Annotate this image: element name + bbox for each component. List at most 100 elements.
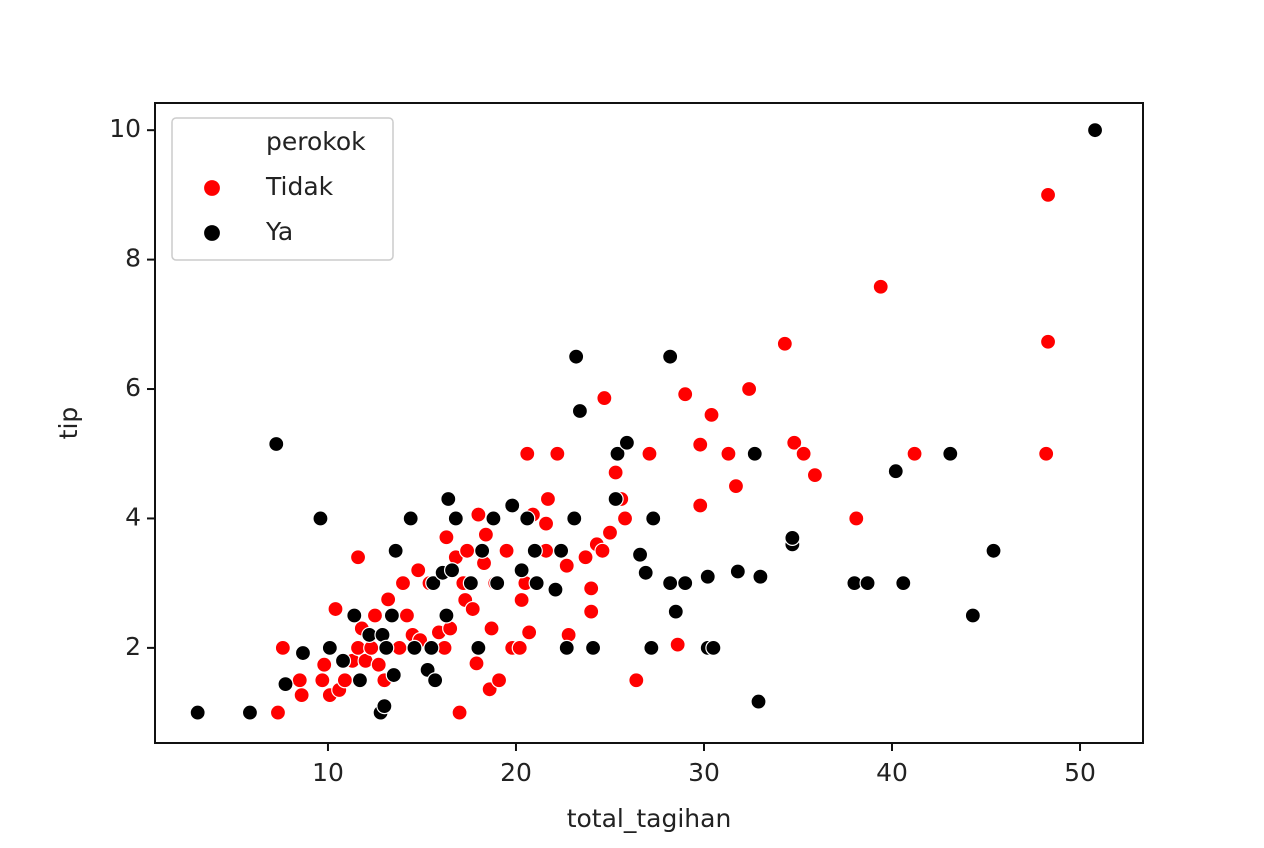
point [241,704,259,721]
point [859,575,876,592]
point [378,639,395,656]
point [291,672,308,689]
point [677,386,694,403]
point [528,575,545,592]
legend-box [171,117,394,261]
point [477,526,495,543]
point [609,445,626,462]
point [321,639,338,656]
point [848,510,865,527]
point [334,652,352,669]
point [594,542,611,559]
point [637,564,654,581]
point [402,510,419,527]
point [539,490,557,508]
point [490,672,508,689]
y-axis-label: tip [54,407,83,440]
point [519,445,536,462]
point [385,666,402,684]
point [406,639,423,656]
point [596,389,613,407]
point [568,348,585,365]
point [349,549,367,566]
point [607,490,624,508]
point [489,575,506,592]
point [470,639,487,656]
point [645,510,662,527]
point [643,639,660,656]
point [511,639,528,656]
y-tick-label: 8 [125,244,141,273]
point [558,639,575,656]
point [571,402,589,420]
point [601,524,619,541]
y-tick-label: 4 [125,502,141,531]
point [410,562,427,579]
point [641,445,658,462]
point [498,542,515,559]
point [699,568,716,585]
point [383,607,400,624]
point [458,542,476,559]
point [312,510,329,527]
point [872,278,889,295]
legend-label: Ya [265,217,293,246]
point [316,656,333,673]
point [370,656,387,673]
point [427,672,444,689]
point [537,515,555,532]
point [387,542,404,559]
point [667,603,684,620]
legend-marker [202,178,222,198]
axes-frame [154,102,1144,744]
x-tick-label: 40 [876,758,908,787]
point [985,542,1002,559]
point [547,581,564,598]
point [662,575,679,592]
point [485,510,502,527]
y-tick-label: 2 [125,632,141,661]
point [513,562,530,579]
point [887,463,904,480]
point [346,607,363,624]
point [519,510,536,527]
point [351,672,369,689]
point [513,591,530,609]
point [752,568,769,585]
point [964,607,981,624]
point [727,477,745,495]
point [314,672,331,689]
point [277,676,294,693]
point [440,490,457,508]
point [521,624,538,641]
plot-area [189,122,1104,721]
x-tick-label: 50 [1064,758,1096,787]
point [483,620,500,637]
point [504,497,521,514]
point [425,575,442,592]
point [553,542,570,559]
point [470,506,487,523]
legend: perokok Tidak Ya [171,117,394,261]
point [741,380,758,398]
point [464,600,481,618]
point [776,335,793,352]
point [669,636,686,653]
point [366,607,384,624]
point [526,542,543,559]
point [558,557,575,574]
point [786,434,803,451]
point [474,542,491,559]
point [376,698,393,715]
point [750,693,767,710]
point [583,580,600,597]
point [784,529,801,546]
point [942,445,959,462]
point [895,575,912,592]
point [398,607,416,624]
point [703,406,720,424]
point [584,639,602,656]
point [447,510,464,527]
point [631,546,649,563]
